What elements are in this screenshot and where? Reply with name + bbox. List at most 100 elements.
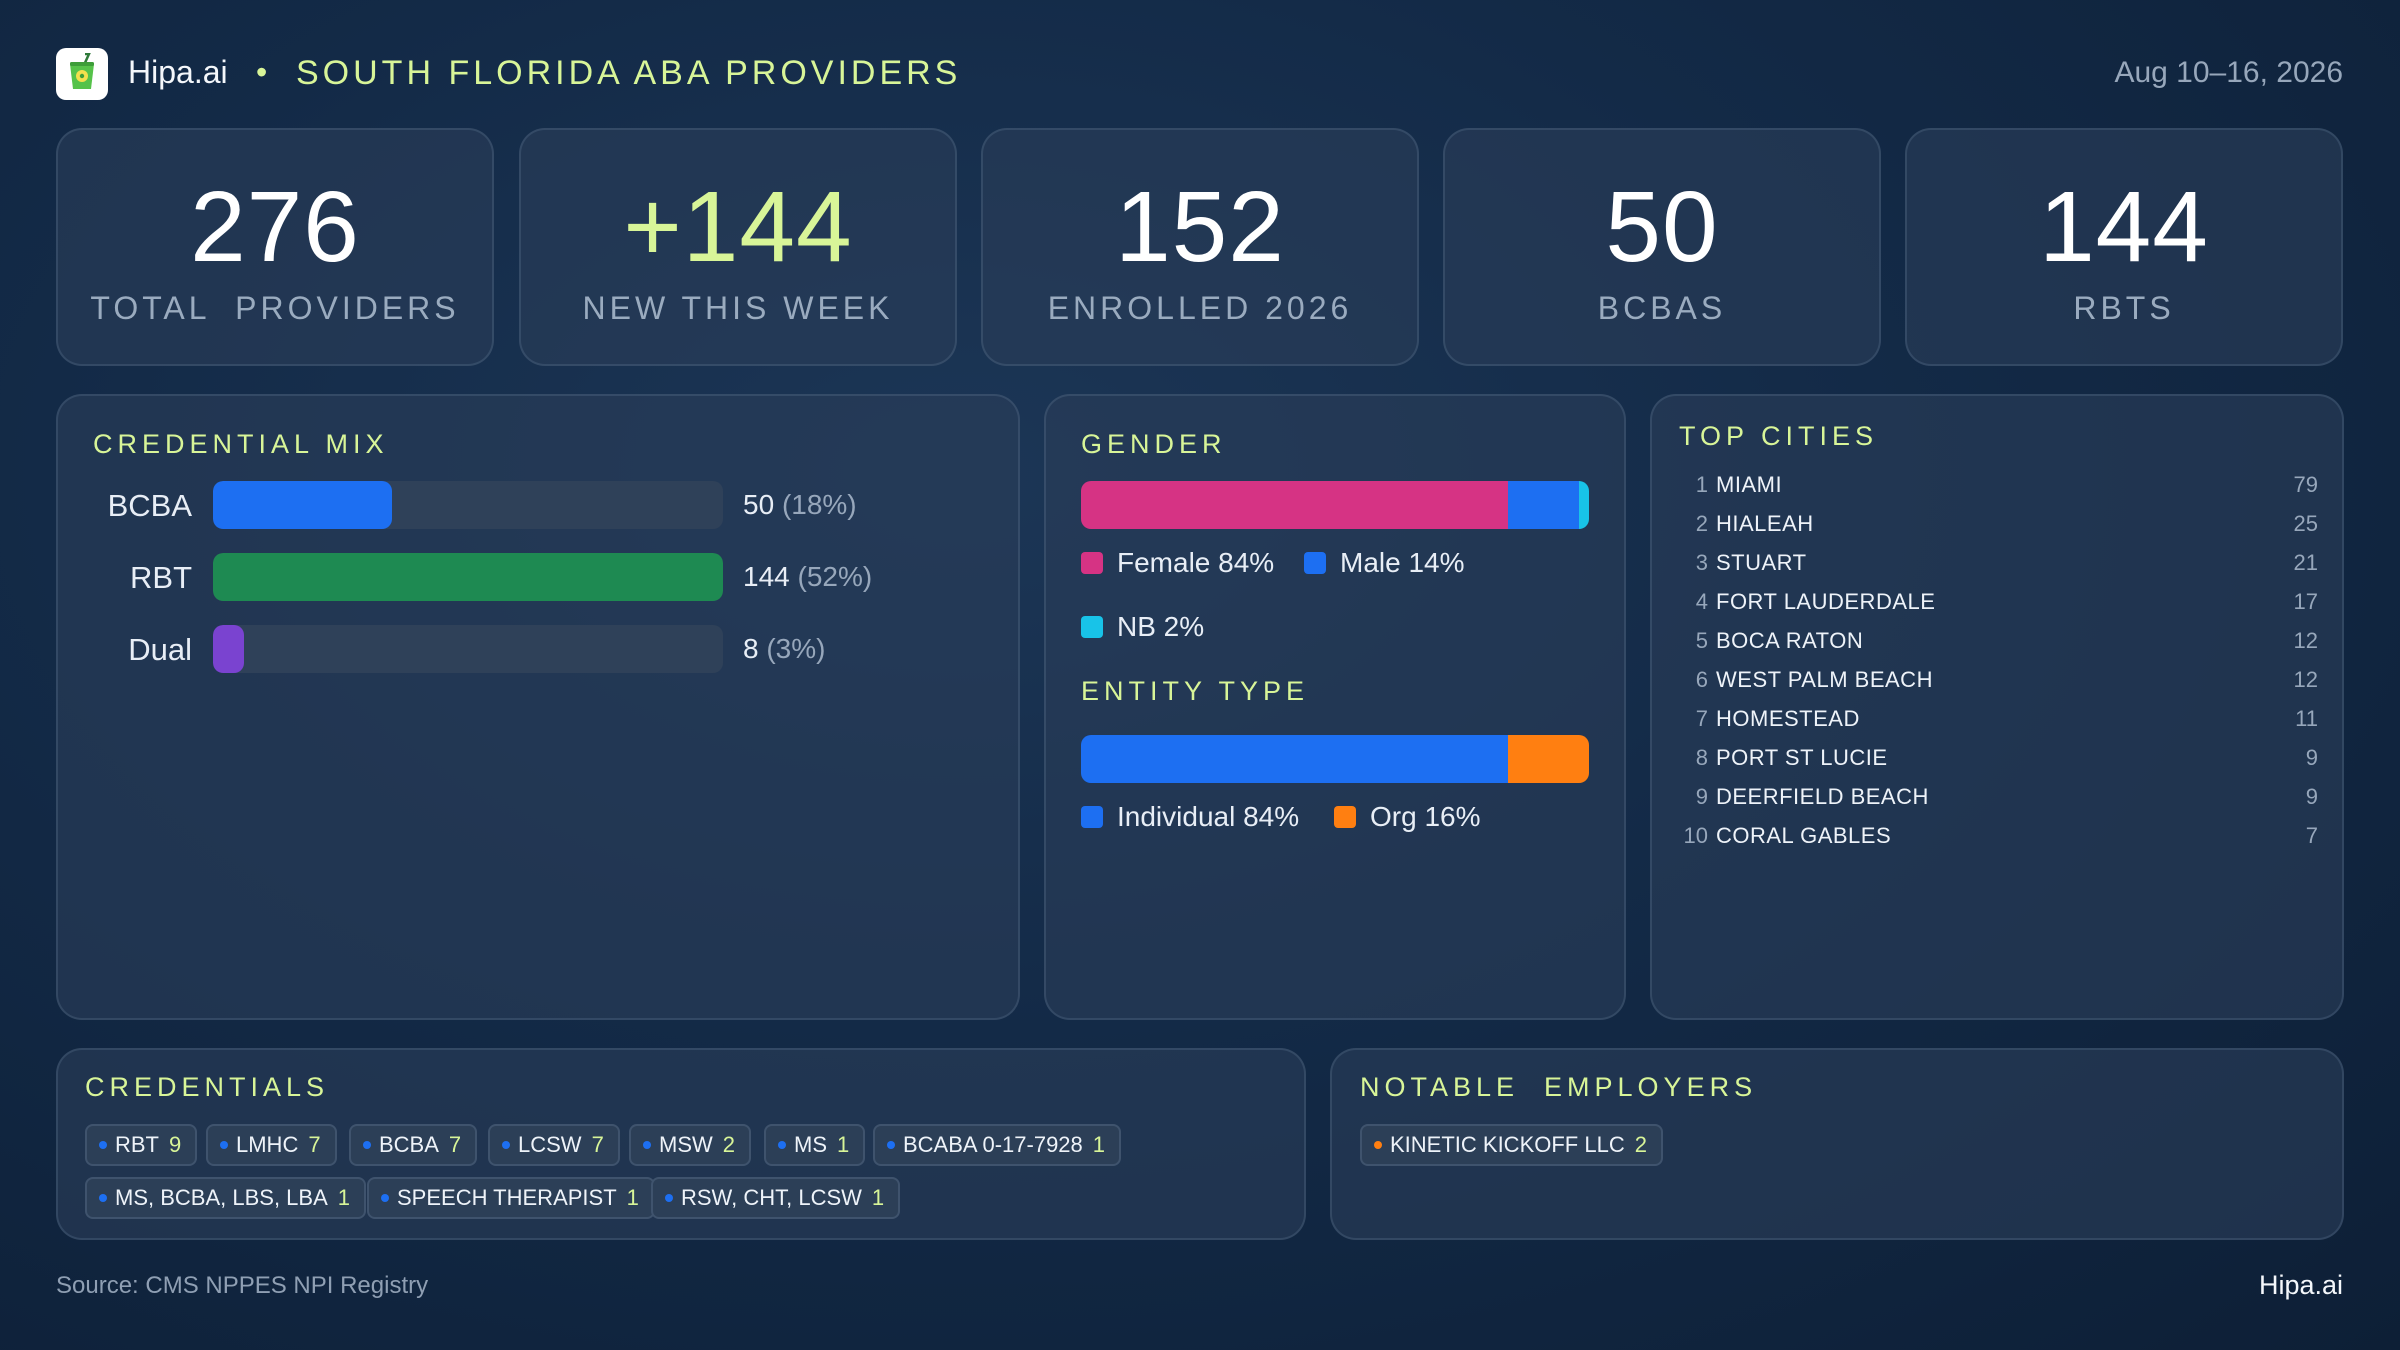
legend-label: Female 84%: [1117, 547, 1275, 578]
chip-count: 1: [626, 1185, 639, 1210]
stat-card-bcbas: 50 BCBAS: [1443, 128, 1881, 366]
city-count: 21: [2293, 550, 2318, 575]
credential-row-value: 144 (52%): [743, 561, 872, 593]
city-name: HIALEAH: [1716, 511, 1814, 536]
gender-stacked-bar: [1081, 481, 1589, 529]
chip-dot: [363, 1141, 371, 1149]
chip-count: 7: [308, 1132, 321, 1157]
city-row: 2 HIALEAH 25: [1678, 511, 2318, 550]
app-logo: [56, 48, 108, 100]
credential-count: 50: [743, 489, 775, 520]
employers-title: NOTABLE EMPLOYERS: [1360, 1072, 1758, 1102]
entity-segment-individual: [1081, 735, 1508, 783]
stat-card-enrolled-2026: 152 ENROLLED 2026: [981, 128, 1419, 366]
credentials-title: CREDENTIALS: [85, 1072, 330, 1102]
chip-dot: [778, 1141, 786, 1149]
chip-dot: [99, 1194, 107, 1202]
city-name: DEERFIELD BEACH: [1716, 784, 1929, 809]
stat-value: 152: [1115, 171, 1285, 283]
top-cities-panel: [1650, 394, 2344, 1020]
chip-count: 1: [837, 1132, 850, 1157]
city-name: PORT ST LUCIE: [1716, 745, 1888, 770]
chip-label: RBT: [115, 1132, 159, 1157]
city-row: 1 MIAMI 79: [1678, 472, 2318, 511]
credential-bar-dual: [213, 625, 244, 673]
credential-bar-rbt: [213, 553, 723, 601]
stat-card-rbts: 144 RBTS: [1905, 128, 2343, 366]
city-rank: 4: [1695, 589, 1708, 614]
chip-label: LMHC: [236, 1132, 299, 1157]
city-row: 7 HOMESTEAD 11: [1678, 706, 2318, 745]
city-count: 12: [2293, 628, 2318, 653]
data-source-note: Source: CMS NPPES NPI Registry: [56, 1272, 429, 1299]
city-count: 17: [2293, 589, 2318, 614]
stat-label: NEW THIS WEEK: [582, 290, 894, 326]
city-name: STUART: [1716, 550, 1807, 575]
credential-count: 144: [743, 561, 790, 592]
stat-value: +144: [623, 171, 853, 283]
stat-label: BCBAS: [1597, 290, 1727, 326]
legend-swatch: [1081, 552, 1103, 574]
chip-dot: [381, 1194, 389, 1202]
city-name: WEST PALM BEACH: [1716, 667, 1933, 692]
legend-label: Male 14%: [1340, 547, 1465, 578]
city-name: BOCA RATON: [1716, 628, 1864, 653]
city-row: 6 WEST PALM BEACH 12: [1678, 667, 2318, 706]
chip-count: 9: [169, 1132, 182, 1157]
chip-count: 1: [871, 1185, 885, 1210]
city-rank: 2: [1695, 511, 1708, 536]
legend-swatch: [1334, 806, 1356, 828]
tag-chip: SPEECH THERAPIST 1: [367, 1177, 655, 1219]
city-count: 9: [2305, 745, 2318, 770]
city-count: 7: [2305, 823, 2318, 848]
stat-value: 276: [190, 171, 360, 283]
city-count: 11: [2295, 706, 2318, 731]
date-range: Aug 10–16, 2026: [2114, 56, 2343, 89]
tag-chip: LCSW 7: [488, 1124, 620, 1166]
credential-percent: (18%): [781, 489, 857, 520]
city-rank: 9: [1695, 784, 1708, 809]
city-row: 9 DEERFIELD BEACH 9: [1678, 784, 2318, 823]
stat-label: ENROLLED 2026: [1047, 290, 1353, 326]
chip-label: MSW: [659, 1132, 713, 1157]
chip-count: 7: [591, 1132, 604, 1157]
chip-dot: [665, 1194, 673, 1202]
city-count: 79: [2293, 472, 2318, 497]
chip-label: SPEECH THERAPIST: [397, 1185, 617, 1210]
chip-count: 2: [1634, 1132, 1647, 1157]
credential-mix-title: CREDENTIAL MIX: [93, 429, 389, 459]
stat-card-new-this-week: +144 NEW THIS WEEK: [519, 128, 957, 366]
legend-label: NB 2%: [1117, 611, 1205, 642]
city-rank: 5: [1695, 628, 1708, 653]
stat-card-total-providers: 276 TOTAL PROVIDERS: [56, 128, 494, 366]
legend-swatch: [1081, 806, 1103, 828]
city-name: MIAMI: [1716, 472, 1783, 497]
tag-chip: BCBA 7: [349, 1124, 478, 1166]
city-rank: 7: [1695, 706, 1708, 731]
chip-dot: [502, 1141, 510, 1149]
legend-label: Individual 84%: [1117, 801, 1300, 832]
chip-label: BCBA: [379, 1132, 439, 1157]
stat-label: RBTS: [2073, 290, 2175, 326]
city-row: 5 BOCA RATON 12: [1678, 628, 2318, 667]
credential-row-value: 50 (18%): [743, 489, 857, 521]
chip-label: BCABA 0-17-7928: [903, 1132, 1083, 1157]
tag-chip: LMHC 7: [206, 1124, 337, 1166]
stat-value: 50: [1605, 171, 1719, 283]
chip-count: 1: [337, 1185, 350, 1210]
chip-dot: [643, 1141, 651, 1149]
tag-chip: KINETIC KICKOFF LLC 2: [1360, 1124, 1663, 1166]
title-separator: •: [256, 54, 268, 90]
gender-legend-female: Female 84%: [1081, 547, 1274, 579]
chip-label: LCSW: [518, 1132, 582, 1157]
credential-bar-bcba: [213, 481, 392, 529]
credential-percent: (3%): [766, 633, 826, 664]
gender-legend-nb: NB 2%: [1081, 611, 1204, 643]
page-title: SOUTH FLORIDA ABA PROVIDERS: [296, 54, 962, 92]
city-name: FORT LAUDERDALE: [1716, 589, 1936, 614]
city-row: 3 STUART 21: [1678, 550, 2318, 589]
entity-type-title: ENTITY TYPE: [1081, 676, 1310, 706]
credential-bar-track: [213, 625, 723, 673]
credential-bar-track: [213, 481, 723, 529]
chip-label: MS, BCBA, LBS, LBA: [115, 1185, 328, 1210]
